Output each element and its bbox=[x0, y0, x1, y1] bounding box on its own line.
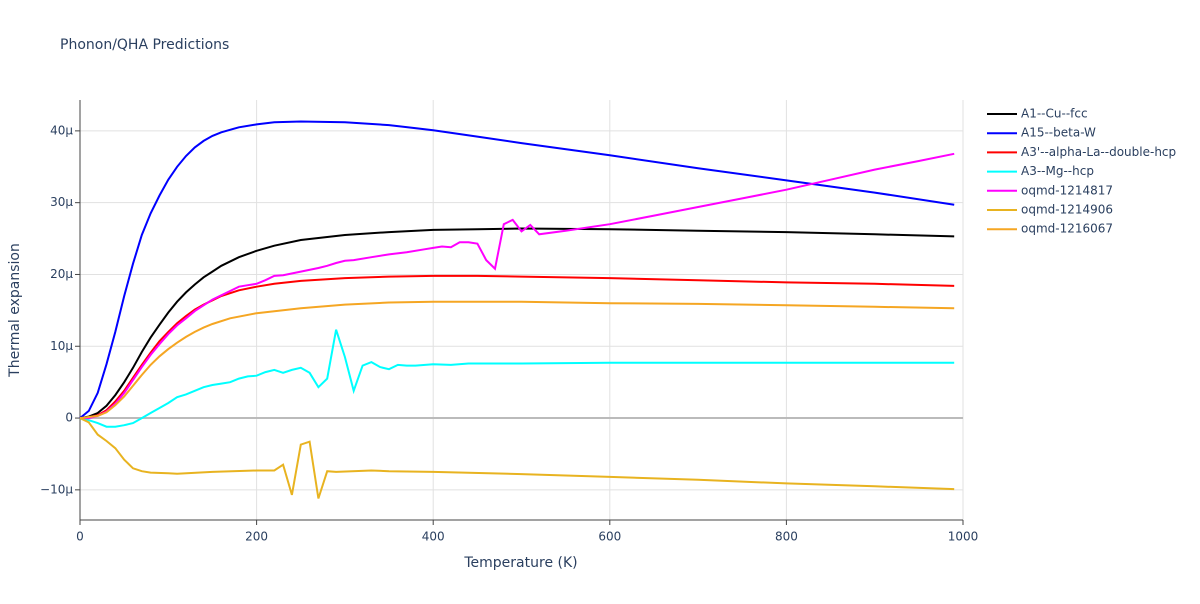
legend-label: A3'--alpha-La--double-hcp bbox=[1021, 145, 1176, 159]
y-tick-label: 10μ bbox=[50, 339, 73, 353]
y-tick-label: 0 bbox=[65, 411, 73, 425]
x-axis-title: Temperature (K) bbox=[463, 555, 577, 571]
series-line bbox=[79, 227, 955, 420]
legend-label: oqmd-1216067 bbox=[1021, 222, 1113, 236]
y-tick-label: 30μ bbox=[50, 195, 73, 209]
series-line bbox=[80, 152, 955, 420]
legend-label: A1--Cu--fcc bbox=[1021, 107, 1088, 121]
series-line bbox=[79, 417, 955, 499]
x-tick-label: 0 bbox=[76, 530, 84, 544]
y-tick-label: 40μ bbox=[50, 123, 73, 137]
y-tick-label: 20μ bbox=[50, 267, 73, 281]
legend-label: oqmd-1214906 bbox=[1021, 203, 1113, 217]
y-tick-label: −10μ bbox=[40, 482, 73, 496]
y-axis-title: Thermal expansion bbox=[7, 243, 23, 378]
series-line bbox=[79, 300, 955, 420]
x-tick-label: 1000 bbox=[948, 530, 979, 544]
legend-label: A3--Mg--hcp bbox=[1021, 164, 1094, 178]
x-tick-label: 200 bbox=[245, 530, 268, 544]
series-line bbox=[79, 120, 955, 419]
x-tick-label: 800 bbox=[775, 530, 798, 544]
series-line bbox=[79, 329, 955, 428]
legend-label: A15--beta-W bbox=[1021, 126, 1096, 140]
series-line bbox=[79, 274, 955, 420]
chart-title: Phonon/QHA Predictions bbox=[60, 37, 229, 53]
legend-label: oqmd-1214817 bbox=[1021, 183, 1113, 197]
x-tick-label: 400 bbox=[422, 530, 445, 544]
x-tick-label: 600 bbox=[598, 530, 621, 544]
